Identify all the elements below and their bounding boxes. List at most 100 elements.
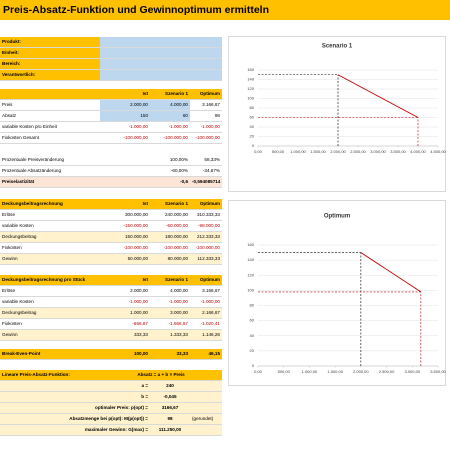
value-cell: 98	[190, 111, 222, 122]
y-tick-label: 0	[252, 363, 255, 368]
input-cell	[100, 70, 222, 81]
y-tick-label: 140	[247, 257, 254, 262]
y-tick-label: 20	[250, 348, 255, 353]
parameter-note	[190, 392, 222, 403]
row-label: Deckungsbeitrag	[0, 232, 100, 243]
value-cell: -98.000,00	[190, 221, 222, 232]
y-tick-label: 40	[250, 124, 255, 129]
value-cell: -34,67%	[190, 166, 222, 177]
input-cell	[100, 48, 222, 59]
value-cell: 2.166,67	[190, 308, 222, 319]
row-label: Fixkosten	[0, 319, 100, 330]
x-tick-label: 0,00	[254, 149, 263, 154]
row-label: variable Kosten	[0, 221, 100, 232]
parameter-value: 111.250,00	[150, 425, 190, 436]
value-cell: 100,00	[100, 349, 150, 360]
x-tick-label: 2.000,00	[330, 149, 346, 154]
value-cell: 58,33%	[190, 155, 222, 166]
column-header: Szenario 1	[150, 199, 190, 210]
parameter-note	[190, 425, 222, 436]
x-tick-label: 0,00	[254, 369, 263, 374]
parameter-note	[190, 403, 222, 414]
value-cell: -1.000,00	[190, 297, 222, 308]
parameter-label: maximaler Gewinn: G(max) =	[0, 425, 150, 436]
demand-line	[337, 74, 419, 118]
y-tick-label: 160	[247, 242, 254, 247]
value-cell: -1.020,41	[190, 319, 222, 330]
value-cell: -1.000,00	[100, 122, 150, 133]
row-label: Deckungsbeitrag	[0, 308, 100, 319]
x-tick-label: 500,00	[278, 369, 291, 374]
y-tick-label: 80	[250, 303, 255, 308]
sheet-title: Preis-Absatz-Funktion und Gewinnoptimum …	[0, 0, 450, 20]
value-cell: 1.333,33	[150, 330, 190, 341]
row-label: Absatz	[0, 111, 100, 122]
chart-title: Optimum	[324, 214, 350, 220]
row-label: variable Kosten pro Einheit	[0, 122, 100, 133]
value-cell: 2.000,00	[100, 100, 150, 111]
value-cell: 212.333,33	[190, 232, 222, 243]
value-cell: -1.666,67	[150, 319, 190, 330]
value-cell: -1.000,00	[100, 297, 150, 308]
function-formula: Absatz = a + b × Preis	[100, 370, 222, 381]
parameter-value: 240	[150, 381, 190, 392]
row-label: Fixkosten	[0, 243, 100, 254]
x-tick-label: 3.500,00	[390, 149, 406, 154]
y-tick-label: 40	[250, 333, 255, 338]
x-tick-label: 2.000,00	[353, 369, 369, 374]
x-tick-label: 4.500,00	[430, 149, 446, 154]
parameter-label: b =	[0, 392, 150, 403]
column-header: Szenario 1	[150, 275, 190, 286]
column-header: Optimum	[190, 275, 222, 286]
parameter-value: 98	[150, 414, 190, 425]
row-label: Preis	[0, 100, 100, 111]
parameter-label: Absatzmenge bei p(opt): M(p(opt)) =	[0, 414, 150, 425]
chart-frame	[228, 36, 446, 192]
value-cell: 4.000,00	[150, 100, 190, 111]
y-tick-label: 20	[250, 134, 255, 139]
value-cell: 4.000,00	[150, 286, 190, 297]
row-label: Fixkosten Gesamt	[0, 133, 100, 144]
y-tick-label: 120	[247, 86, 254, 91]
info-label: Einheit:	[0, 48, 100, 59]
input-cell	[100, 37, 222, 48]
value-cell: 100,00%	[150, 155, 190, 166]
value-cell: 150	[100, 111, 150, 122]
value-cell: 1.000,00	[100, 308, 150, 319]
value-cell: 180.000,00	[150, 232, 190, 243]
chart: Optimum 0 20 40 60 80 100 120 140 160 0,00 500,00 1.…	[228, 200, 446, 386]
x-tick-label: 1.500,00	[327, 369, 343, 374]
value-cell: -60,00%	[150, 166, 190, 177]
row-label: Gewinn	[0, 330, 100, 341]
value-cell: -0,6	[150, 177, 190, 188]
value-cell: 333,33	[100, 330, 150, 341]
value-cell: 3.166,67	[190, 100, 222, 111]
value-cell: -100.000,00	[190, 133, 222, 144]
x-tick-label: 1.500,00	[310, 149, 326, 154]
info-label: Bereich:	[0, 59, 100, 70]
column-header: Szenario 1	[150, 89, 190, 100]
value-cell	[100, 155, 150, 166]
value-cell: 33,33	[150, 349, 190, 360]
info-label: Verantwortlich:	[0, 70, 100, 81]
section-header: Deckungsbeitragsrechnung pro Stück	[0, 275, 100, 286]
value-cell: 112.333,33	[190, 254, 222, 265]
value-cell: 150.000,00	[100, 232, 150, 243]
value-cell: 310.333,33	[190, 210, 222, 221]
row-label: Break-Even-Point	[0, 349, 100, 360]
x-tick-label: 3.000,00	[370, 149, 386, 154]
y-tick-label: 80	[250, 105, 255, 110]
y-tick-label: 60	[250, 318, 255, 323]
column-header: Optimum	[190, 199, 222, 210]
value-cell: -100.000,00	[190, 243, 222, 254]
parameter-note: (gerundet)	[190, 414, 222, 425]
row-label: variable Kosten	[0, 297, 100, 308]
value-cell: -1.000,00	[150, 297, 190, 308]
x-tick-label: 3.500,00	[430, 369, 446, 374]
parameter-label: a =	[0, 381, 150, 392]
value-cell	[100, 177, 150, 188]
column-header: Ist	[100, 275, 150, 286]
chart-frame	[228, 200, 446, 386]
value-cell: -0,594085714	[190, 177, 222, 188]
